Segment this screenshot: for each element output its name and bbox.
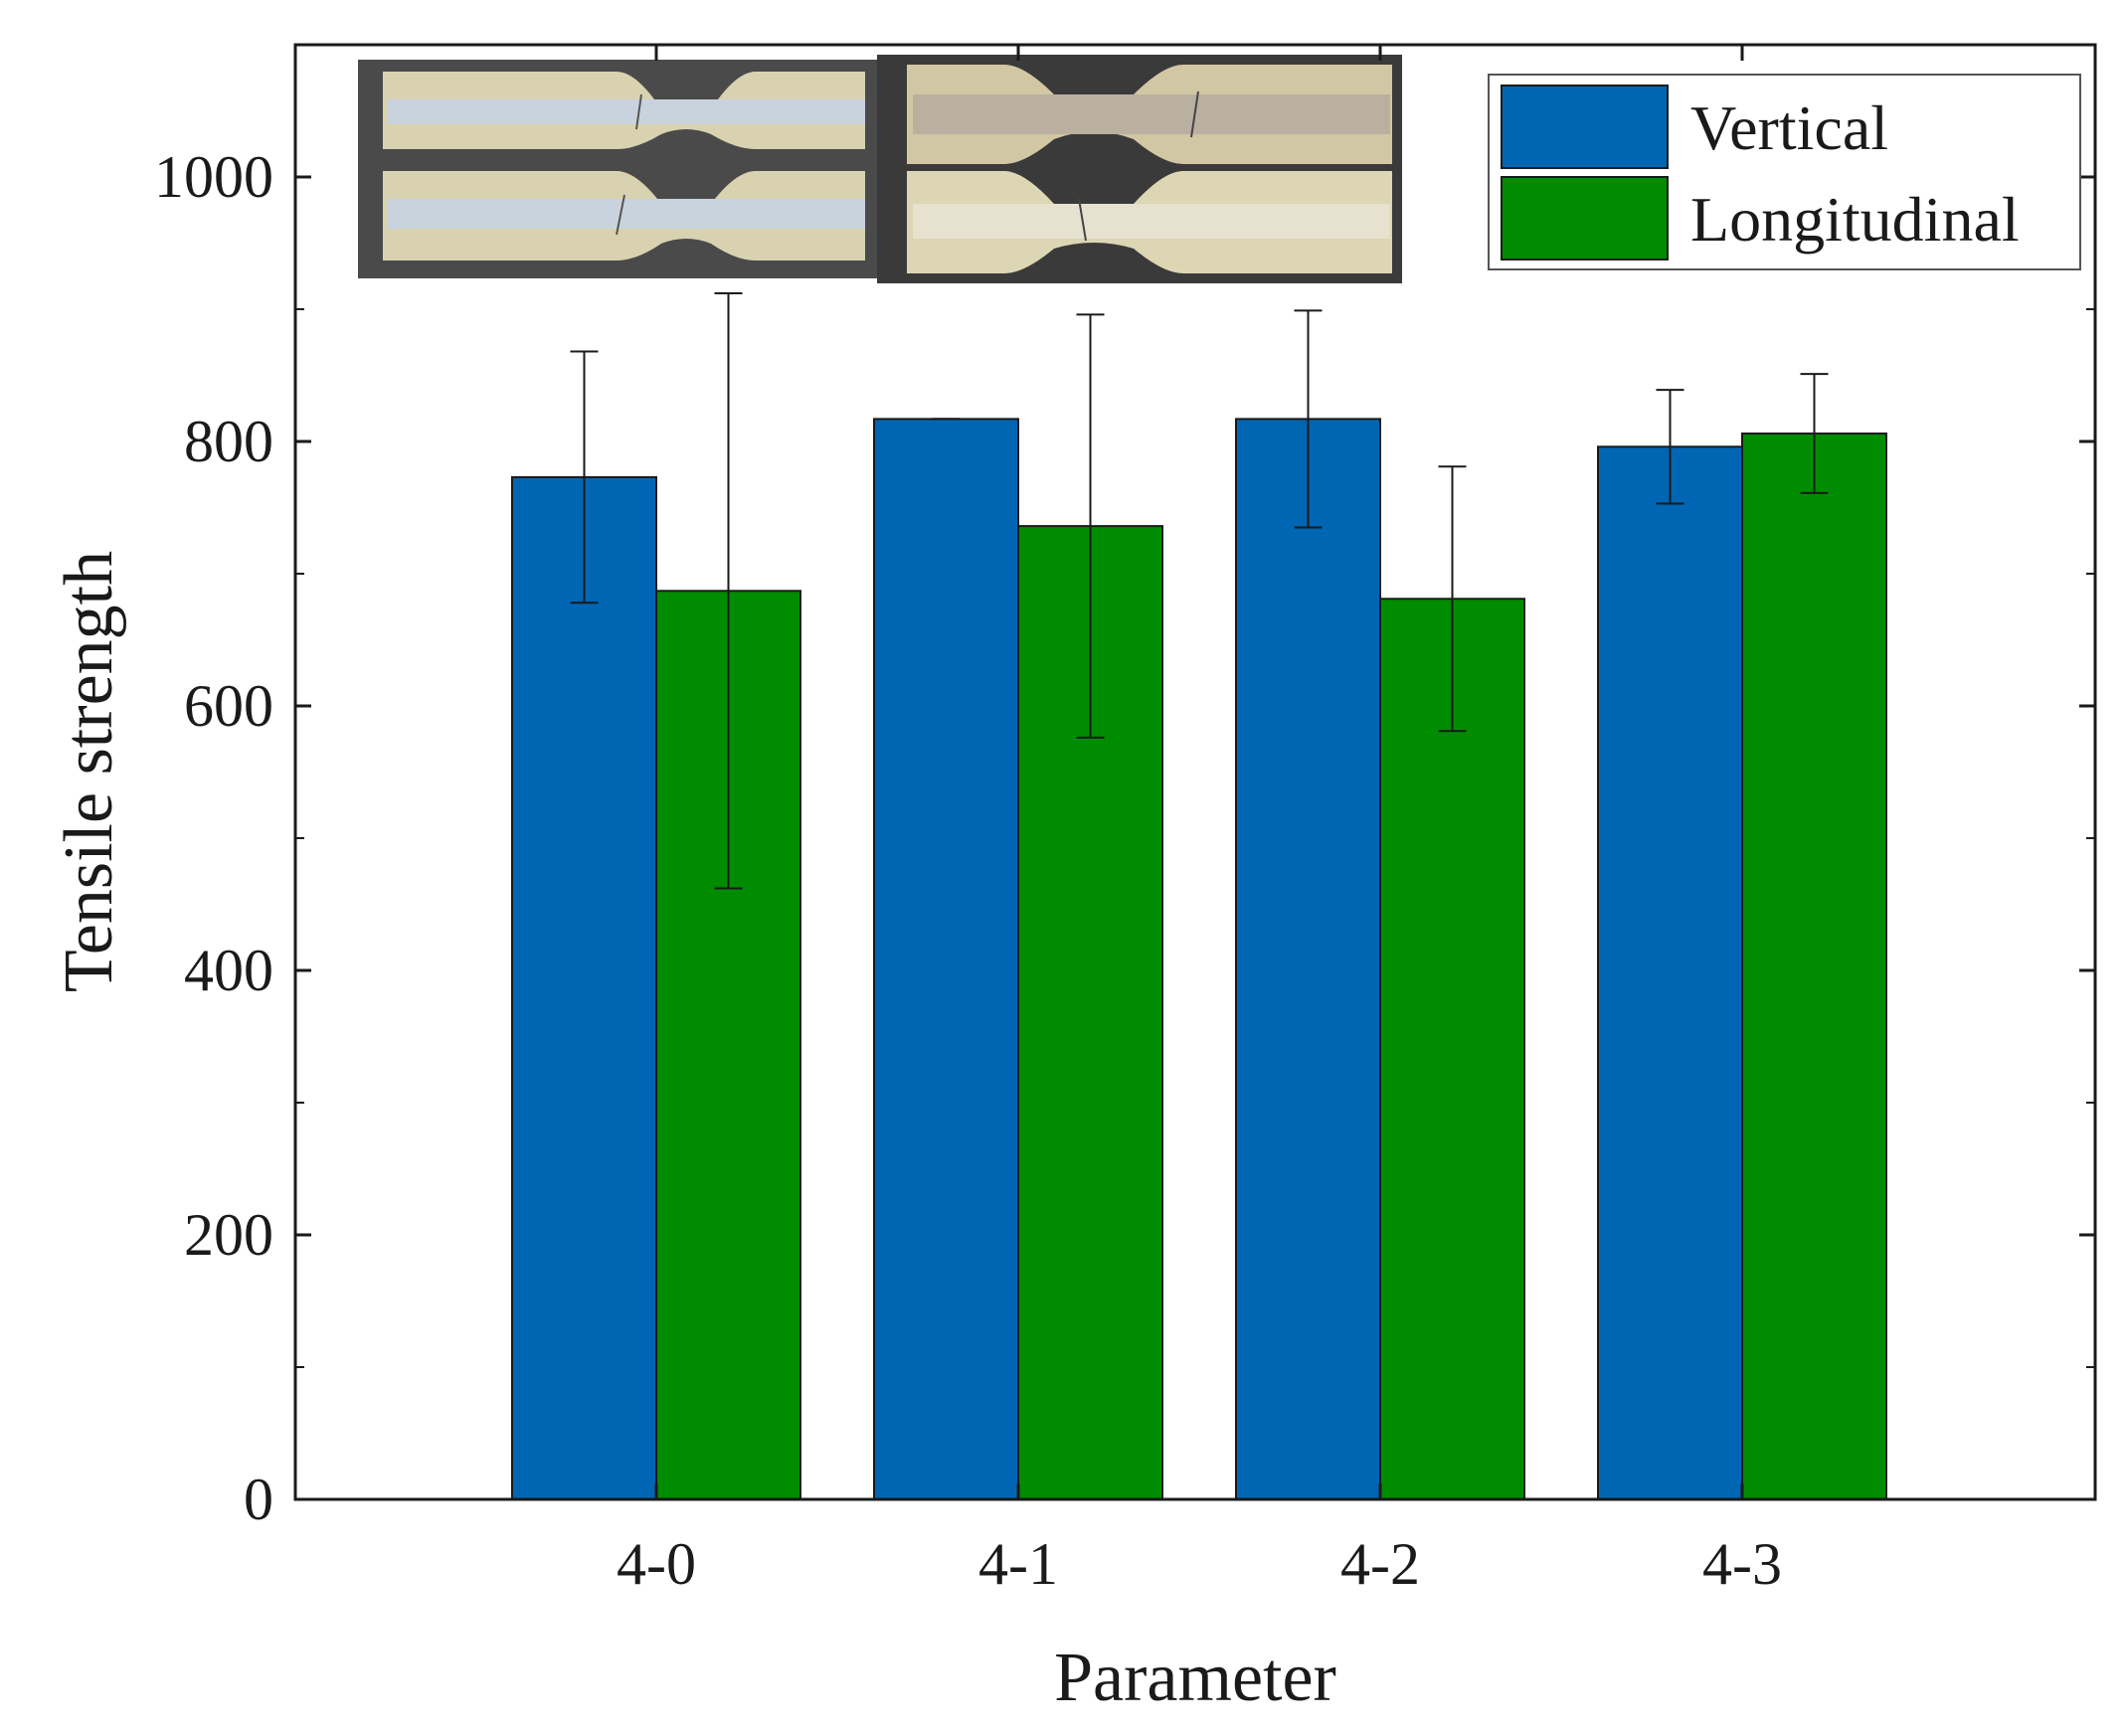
- y-tick-labels: 0 200 400 600 800 1000: [154, 144, 273, 1532]
- x-tick-label-4-0: 4-0: [617, 1531, 696, 1597]
- specimen-photo-right: [877, 55, 1402, 283]
- error-bars-layer: [570, 292, 1829, 890]
- plot-frame: [293, 43, 2097, 1501]
- bars-layer: [511, 418, 1887, 1501]
- bar-longitudinal-4-3: [1741, 433, 1887, 1500]
- x-tick-label-4-3: 4-3: [1702, 1531, 1782, 1597]
- error-bar-longitudinal-4-1: [1076, 313, 1105, 739]
- bar-longitudinal-4-2: [1379, 598, 1525, 1500]
- error-bar-vertical-4-0: [570, 350, 599, 605]
- y-axis-title: Tensile strength: [51, 551, 127, 992]
- legend-label-vertical: Vertical: [1690, 92, 1888, 163]
- x-tick-labels: 4-0 4-1 4-2 4-3: [617, 1531, 1782, 1597]
- legend: Vertical Longitudinal: [1488, 74, 2081, 270]
- y-tick-label: 400: [184, 938, 273, 1003]
- legend-label-longitudinal: Longitudinal: [1690, 184, 2020, 255]
- y-tick-label: 200: [184, 1202, 273, 1268]
- x-tick-label-4-1: 4-1: [978, 1531, 1058, 1597]
- y-tick-label: 0: [244, 1467, 273, 1532]
- bar-vertical-4-0: [511, 475, 657, 1500]
- bar-vertical-4-2: [1235, 418, 1381, 1500]
- legend-swatch-vertical: [1501, 85, 1669, 169]
- error-bar-longitudinal-4-2: [1438, 465, 1467, 733]
- specimen-photo-left: [358, 60, 877, 278]
- error-bar-longitudinal-4-3: [1800, 373, 1829, 494]
- x-axis-title: Parameter: [1054, 1640, 1336, 1716]
- bar-vertical-4-1: [873, 418, 1019, 1500]
- error-bar-vertical-4-2: [1294, 309, 1323, 529]
- x-tick-label-4-2: 4-2: [1340, 1531, 1420, 1597]
- specimen-photo-inset: [358, 55, 1402, 283]
- error-bar-vertical-4-3: [1656, 389, 1684, 505]
- legend-swatch-longitudinal: [1501, 176, 1669, 260]
- bar-vertical-4-3: [1597, 445, 1743, 1501]
- axis-ticks: [295, 45, 2095, 1501]
- y-tick-label: 800: [184, 409, 273, 474]
- y-tick-label: 600: [184, 673, 273, 739]
- y-tick-label: 1000: [154, 144, 273, 210]
- error-bar-longitudinal-4-0: [714, 292, 743, 890]
